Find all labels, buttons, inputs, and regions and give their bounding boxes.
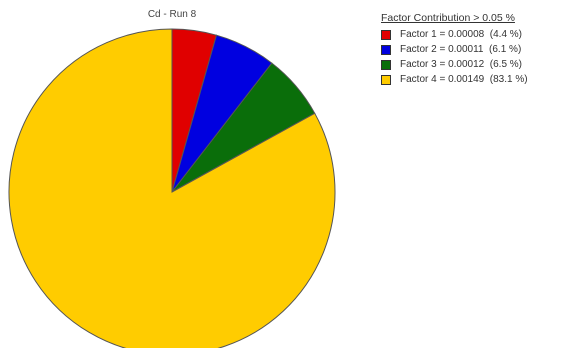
pie-slice-factor-4: [8, 28, 336, 348]
legend-label: Factor 1 = 0.00008 (4.4 %): [400, 29, 523, 40]
legend: Factor Contribution > 0.05 % Factor 1 = …: [381, 12, 576, 87]
legend-label: Factor 3 = 0.00012 (6.5 %): [400, 59, 523, 70]
chart-title: Cd - Run 8: [147, 9, 197, 20]
legend-label: Factor 2 = 0.00011 (6.1 %): [400, 44, 522, 55]
legend-swatch: [381, 59, 391, 70]
legend-title: Factor Contribution > 0.05 %: [381, 12, 515, 24]
legend-swatch: [381, 44, 391, 55]
legend-label: Factor 4 = 0.00149 (83.1 %): [400, 74, 528, 85]
legend-item-factor-2: Factor 2 = 0.00011 (6.1 %): [381, 42, 576, 57]
legend-item-factor-1: Factor 1 = 0.00008 (4.4 %): [381, 27, 576, 42]
legend-swatch: [381, 74, 391, 85]
legend-item-factor-3: Factor 3 = 0.00012 (6.5 %): [381, 57, 576, 72]
legend-swatch: [381, 29, 391, 40]
legend-item-factor-4: Factor 4 = 0.00149 (83.1 %): [381, 72, 576, 87]
legend-items: Factor 1 = 0.00008 (4.4 %) Factor 2 = 0.0…: [381, 27, 576, 87]
